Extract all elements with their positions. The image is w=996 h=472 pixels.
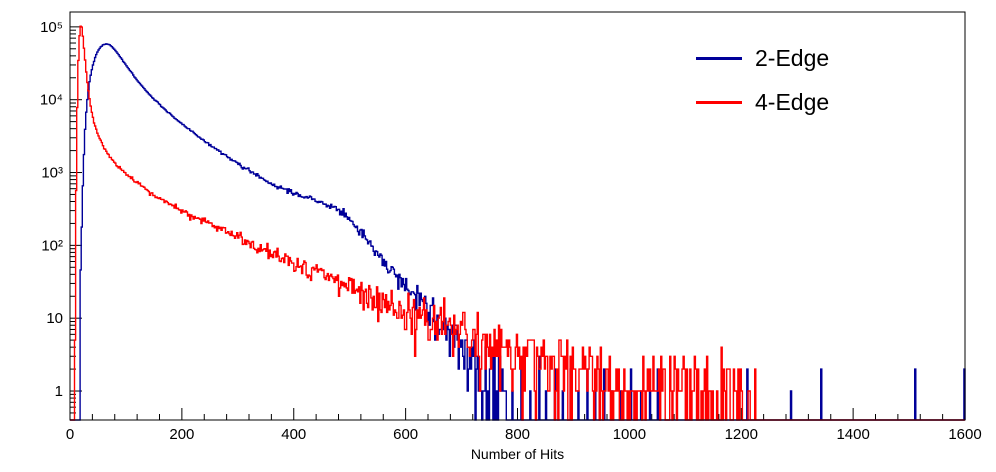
y-tick-label: 1 [55, 383, 63, 400]
y-tick-label: 10² [41, 237, 63, 254]
x-tick-label: 0 [66, 426, 74, 443]
y-tick-label: 10⁴ [40, 92, 63, 109]
x-tick-label: 1200 [725, 426, 758, 443]
legend-item-2-edge: 2-Edge [696, 36, 829, 80]
legend-line-4-edge [696, 100, 742, 104]
y-tick-label: 10 [46, 310, 63, 327]
plot-frame [69, 11, 966, 421]
y-tick-label: 10³ [41, 165, 63, 182]
series-path-4-edge [70, 25, 965, 421]
series-path-2-edge [70, 43, 966, 421]
x-tick-label: 400 [281, 426, 306, 443]
x-tick-label: 1000 [613, 426, 646, 443]
y-tick-label: 10⁵ [40, 19, 63, 36]
legend-label-4-edge: 4-Edge [755, 88, 830, 115]
axis-ticks [69, 26, 966, 420]
legend-label-2-edge: 2-Edge [755, 44, 830, 71]
x-tick-label: 800 [505, 426, 530, 443]
x-tick-label: 200 [169, 426, 194, 443]
x-tick-label: 600 [393, 426, 418, 443]
series-group [70, 25, 966, 421]
legend-line-2-edge [696, 56, 742, 60]
x-tick-label: 1400 [836, 426, 869, 443]
legend: 2-Edge 4-Edge [696, 36, 829, 124]
legend-item-4-edge: 4-Edge [696, 80, 829, 124]
x-tick-label: 1600 [948, 426, 981, 443]
x-axis-title: Number of Hits [470, 446, 565, 462]
axis-tick-labels: 0 200 400 600 800 1000 1200 1400 1600 1 10 10² 10³ 10… [40, 19, 982, 443]
